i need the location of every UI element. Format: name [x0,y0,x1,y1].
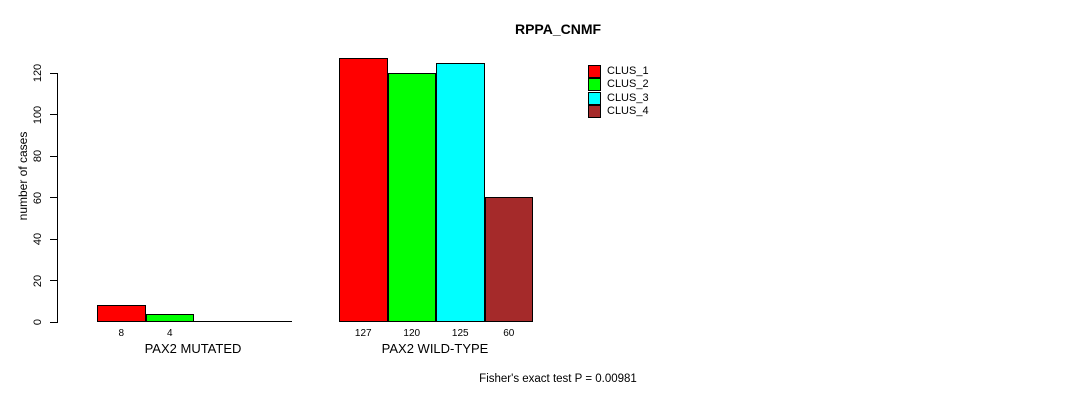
bar-value-label: 4 [166,328,173,339]
bar-clus_4-group1-zero-line [242,321,292,322]
bar-value-label: 125 [451,328,469,339]
y-axis-tick [50,72,57,74]
y-tick-label: 40 [32,232,44,246]
bar-value-label: 120 [403,328,421,339]
bar-value-label: 127 [354,328,372,339]
bar-clus_4-group2 [484,197,533,322]
legend-item-clus-2: CLUS_2 [588,78,649,92]
legend-label-clus-3: CLUS_3 [607,91,649,104]
y-tick-label: 80 [32,149,44,163]
fisher-test-caption: Fisher's exact test P = 0.00981 [479,373,637,385]
legend-item-clus-1: CLUS_1 [588,65,649,79]
legend-swatch-clus-2-icon [588,78,601,92]
bar-clus_1-group1 [97,305,146,322]
bar-clus_3-group1-zero-line [194,321,244,322]
legend-label-clus-2: CLUS_2 [607,78,649,91]
group-label-pax2-mutated: PAX2 MUTATED [144,341,242,356]
y-tick-label: 100 [32,105,44,124]
y-axis-tick [50,197,57,198]
legend-swatch-clus-4-icon [588,105,601,119]
y-tick-label: 120 [32,63,44,83]
bar-clus_2-group2 [387,73,436,322]
y-axis-tick [50,321,57,323]
bar-value-label: 60 [503,328,515,339]
legend-swatch-clus-1-icon [588,65,601,79]
legend: CLUS_1 CLUS_2 CLUS_3 CLUS_4 [588,65,649,119]
legend-label-clus-4: CLUS_4 [607,105,649,118]
bar-clus_2-group1 [145,314,194,322]
y-axis-tick [50,280,57,281]
bar-clus_1-group2 [339,58,388,322]
legend-item-clus-3: CLUS_3 [588,91,649,105]
y-axis-tick [50,155,57,157]
legend-swatch-clus-3-icon [588,91,601,105]
chart-title: RPPA_CNMF [514,21,602,37]
y-axis-tick [50,114,57,115]
legend-item-clus-4: CLUS_4 [588,105,649,119]
bar-value-label: 8 [118,328,125,339]
legend-label-clus-1: CLUS_1 [607,65,649,78]
y-axis-tick [50,238,57,240]
y-axis-line [57,73,58,323]
group-label-pax2-wild-type: PAX2 WILD-TYPE [381,341,489,356]
y-tick-label: 60 [32,191,44,204]
y-tick-label: 0 [32,318,44,326]
bar-clus_3-group2 [436,63,485,322]
y-tick-label: 20 [32,274,44,287]
